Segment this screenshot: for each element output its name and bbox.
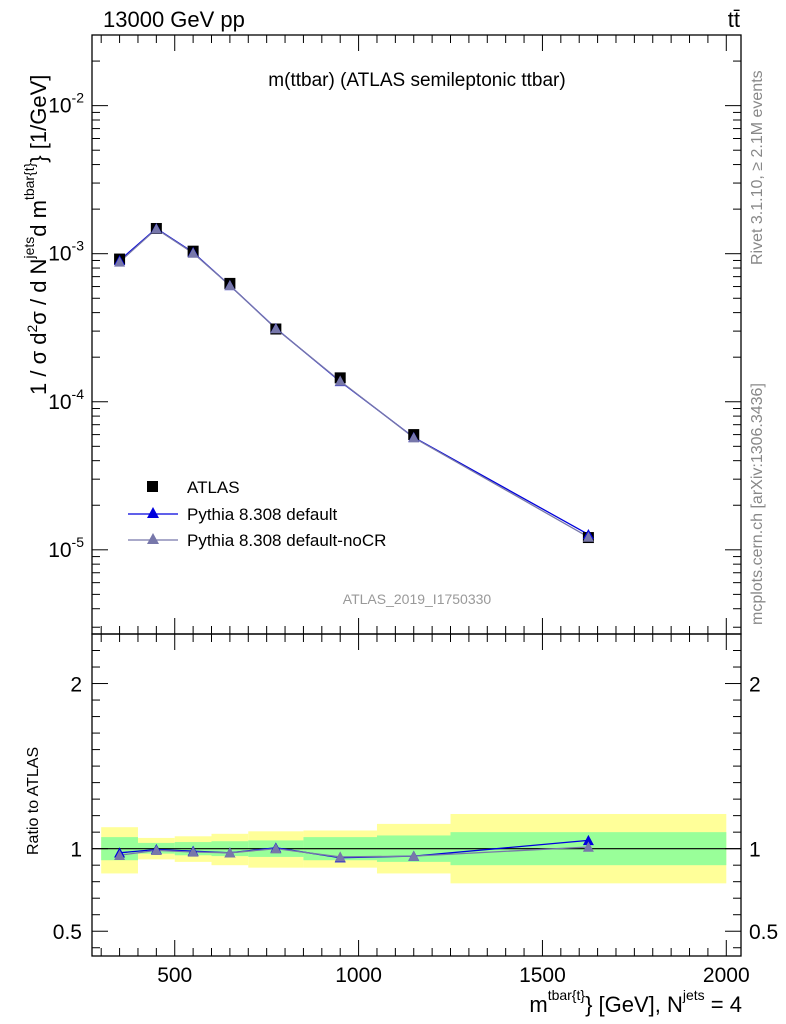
- mc2-marker: [408, 432, 420, 443]
- main-axis-ticks: 10-5 10-4 10-3 10-2: [48, 34, 741, 634]
- legend-marker-mc2: [147, 533, 159, 544]
- x-tick-label: 1500: [519, 964, 566, 987]
- legend: ATLAS Pythia 8.308 default Pythia 8.308 …: [128, 478, 386, 550]
- y-tick-label-ratio: 1: [70, 839, 82, 862]
- mc2-marker: [150, 223, 162, 234]
- mc2-marker: [582, 531, 594, 542]
- x-axis-label: mtbar{t}} [GeV], Njets = 4: [529, 987, 742, 1017]
- y-tick-label-ratio-right: 0.5: [749, 921, 778, 944]
- ratio-axis-ticks: 0.5 0.5 1 1 2 2 500 1000 1500 2000: [53, 634, 778, 987]
- mc2-ratio-marker: [582, 841, 594, 852]
- mc2-ratio-line: [119, 846, 589, 858]
- y-tick-label-ratio-right: 2: [749, 674, 761, 697]
- x-tick-label: 2000: [703, 964, 750, 987]
- mc2-ratio-marker: [150, 844, 162, 855]
- legend-label-atlas: ATLAS: [187, 478, 240, 497]
- mc2-ratio-marker: [114, 849, 126, 860]
- y-axis-label-main: 1 / σ d2σ / d Njetsd mtbar{t}} [1/GeV]: [21, 75, 51, 395]
- mc2-marker: [187, 247, 199, 258]
- legend-label-mc1: Pythia 8.308 default: [187, 505, 338, 524]
- mc2-line: [119, 228, 589, 538]
- legend-label-mc2: Pythia 8.308 default-noCR: [187, 531, 386, 550]
- mcplots-label: mcplots.cern.ch [arXiv:1306.3436]: [749, 383, 766, 625]
- ratio-panel: 0.5 0.5 1 1 2 2 500 1000 1500 2000: [53, 633, 778, 987]
- rivet-version-label: Rivet 3.1.10, ≥ 2.1M events: [749, 70, 766, 265]
- ratio-uncertainty-bands: [92, 813, 741, 884]
- ratio-series: [114, 834, 594, 863]
- y-tick-label-ratio: 0.5: [53, 921, 82, 944]
- y-tick-label-main: 10-5: [48, 534, 84, 562]
- header-process: tt̄: [728, 7, 740, 32]
- ratio-frame: [91, 633, 742, 957]
- legend-marker-mc1: [147, 507, 159, 518]
- mc2-ratio-marker: [270, 843, 282, 854]
- y-tick-label-main: 10-2: [48, 90, 84, 118]
- header-energy: 13000 GeV pp: [103, 7, 245, 32]
- y-axis-label-ratio: Ratio to ATLAS: [25, 747, 42, 855]
- main-series: [114, 222, 594, 544]
- mc2-marker: [114, 256, 126, 267]
- mc2-marker: [334, 375, 346, 386]
- mc1-ratio-marker: [582, 834, 594, 846]
- mc2-ratio-marker: [408, 850, 420, 861]
- y-tick-label-ratio: 2: [70, 674, 82, 697]
- mc2-marker: [270, 323, 282, 334]
- y-tick-label-main: 10-3: [48, 238, 84, 266]
- y-tick-label-ratio-right: 1: [749, 839, 761, 862]
- mc2-marker: [224, 279, 236, 291]
- analysis-id: ATLAS_2019_I1750330: [343, 591, 492, 607]
- mc2-ratio-marker: [334, 851, 346, 862]
- main-panel: 10-5 10-4 10-3 10-2 m(ttbar) (ATLAS semilep…: [48, 34, 742, 635]
- plot-title: m(ttbar) (ATLAS semileptonic ttbar): [268, 70, 565, 91]
- x-tick-label: 500: [157, 964, 192, 987]
- legend-marker-atlas: [147, 481, 158, 492]
- mc2-ratio-marker: [224, 847, 236, 858]
- y-tick-label-main: 10-4: [48, 386, 84, 414]
- x-tick-label: 1000: [335, 964, 382, 987]
- mc2-ratio-marker: [187, 846, 199, 857]
